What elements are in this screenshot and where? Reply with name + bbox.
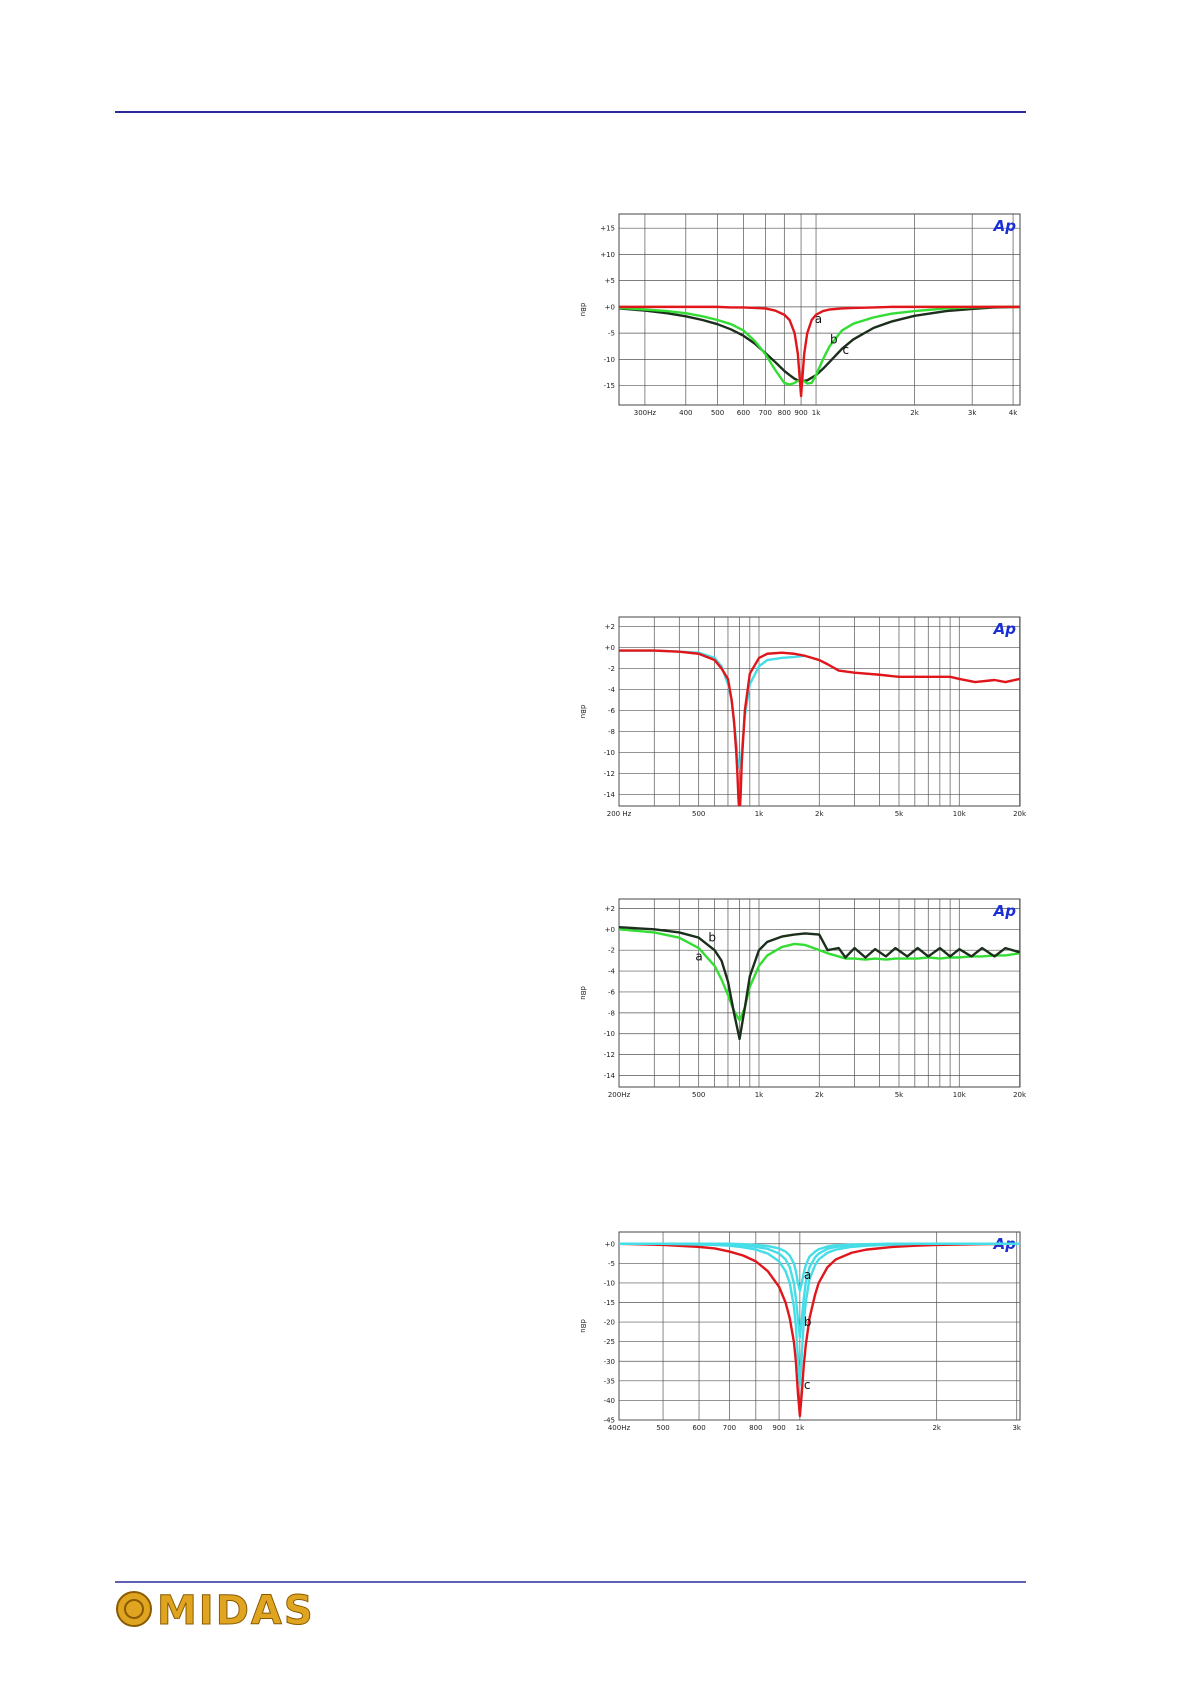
x-tick-label: 3k: [968, 409, 977, 417]
x-tick-label: 700: [759, 409, 772, 417]
brand-name: MIDAS: [157, 1588, 315, 1634]
annotation: b: [804, 1315, 812, 1329]
y-tick-label: +0: [605, 926, 615, 934]
badge: Ap: [993, 620, 1017, 638]
x-tick-label: 5k: [895, 1091, 904, 1099]
y-axis-label: dBu: [579, 986, 587, 1000]
x-tick-label: 1k: [812, 409, 821, 417]
y-tick-label: -10: [604, 1030, 615, 1038]
y-tick-label: -10: [604, 749, 615, 757]
y-tick-label: -10: [604, 1279, 615, 1287]
y-tick-label: -15: [604, 382, 615, 390]
y-tick-label: -40: [604, 1397, 615, 1405]
y-tick-label: +0: [605, 644, 615, 652]
y-tick-label: -14: [604, 1072, 616, 1080]
y-tick-label: -15: [604, 1299, 615, 1307]
x-tick-label: 300Hz: [634, 409, 657, 417]
x-tick-label: 3k: [1012, 1424, 1021, 1432]
annotation: b: [708, 931, 716, 945]
y-tick-label: -6: [608, 988, 616, 996]
series-line: [619, 1242, 1020, 1418]
y-tick-label: -20: [604, 1319, 615, 1327]
x-tick-label: 500: [692, 1091, 705, 1099]
x-tick-label: 200 Hz: [607, 810, 632, 818]
y-tick-label: +0: [605, 1240, 615, 1248]
series-line: [619, 649, 1020, 806]
y-tick-label: +2: [605, 905, 615, 913]
badge: Ap: [993, 902, 1017, 920]
x-tick-label: 2k: [932, 1424, 941, 1432]
x-tick-label: 900: [772, 1424, 785, 1432]
y-tick-label: -2: [608, 665, 615, 673]
y-tick-label: -35: [604, 1377, 615, 1385]
x-tick-label: 400: [679, 409, 692, 417]
x-tick-label: 500: [656, 1424, 669, 1432]
y-tick-label: +0: [605, 303, 615, 311]
x-tick-label: 400Hz: [608, 1424, 631, 1432]
annotation: a: [695, 949, 702, 963]
x-tick-label: 1k: [796, 1424, 805, 1432]
series-line: [619, 926, 1020, 1041]
chart: +15 +10 +5 +0 -5 -10 -15 300Hz 400 500 600 700 800 90…: [579, 213, 1021, 417]
y-tick-label: +5: [605, 277, 615, 285]
annotation: a: [815, 312, 822, 326]
y-tick-label: -5: [608, 330, 615, 338]
y-tick-label: +10: [600, 251, 615, 259]
y-tick-label: -8: [608, 1009, 615, 1017]
y-tick-label: -6: [608, 707, 616, 715]
x-tick-label: 2k: [815, 810, 824, 818]
series-line: [619, 1242, 1020, 1292]
chart: +2 +0 -2 -4 -6 -8 -10 -12 -14 200Hz 500 1k 2k 5k 10k 20…: [579, 898, 1027, 1099]
x-tick-label: 200Hz: [608, 1091, 631, 1099]
x-tick-label: 700: [723, 1424, 736, 1432]
x-tick-label: 20k: [1013, 810, 1027, 818]
x-tick-label: 20k: [1013, 1091, 1027, 1099]
series-line: [619, 928, 1020, 1022]
x-tick-label: 2k: [910, 409, 919, 417]
y-axis-label: dBu: [579, 303, 587, 317]
x-tick-label: 5k: [895, 810, 904, 818]
chart: +2 +0 -2 -4 -6 -8 -10 -12 -14 200 Hz 500 1k 2k 5k 10k 2…: [579, 616, 1027, 818]
x-tick-label: 900: [794, 409, 807, 417]
y-tick-label: -4: [608, 686, 616, 694]
x-tick-label: 2k: [815, 1091, 824, 1099]
x-tick-label: 800: [749, 1424, 762, 1432]
y-tick-label: -8: [608, 728, 615, 736]
x-tick-label: 800: [778, 409, 791, 417]
y-tick-label: -2: [608, 947, 615, 955]
y-tick-label: -45: [604, 1417, 615, 1425]
x-tick-label: 600: [737, 409, 750, 417]
x-tick-label: 500: [711, 409, 724, 417]
annotation: c: [804, 1378, 811, 1392]
y-tick-label: -12: [604, 1051, 615, 1059]
annotation: c: [843, 343, 850, 357]
series-line: [619, 305, 1020, 398]
annotation: b: [830, 332, 838, 346]
x-tick-label: 4k: [1009, 409, 1018, 417]
y-axis-label: dBu: [579, 705, 587, 719]
y-tick-label: -4: [608, 968, 616, 976]
x-tick-label: 10k: [953, 810, 967, 818]
x-tick-label: 10k: [953, 1091, 967, 1099]
y-tick-label: -5: [608, 1260, 615, 1268]
x-tick-label: 500: [692, 810, 705, 818]
y-tick-label: -12: [604, 770, 615, 778]
y-tick-label: -25: [604, 1338, 615, 1346]
badge: Ap: [993, 217, 1017, 235]
y-tick-label: +15: [600, 225, 615, 233]
brand-logo: MIDAS: [116, 1588, 315, 1635]
x-tick-label: 600: [692, 1424, 705, 1432]
y-tick-label: +2: [605, 623, 615, 631]
x-tick-label: 1k: [755, 810, 764, 818]
y-tick-label: -14: [604, 791, 616, 799]
annotation: a: [804, 1268, 811, 1282]
x-tick-label: 1k: [755, 1091, 764, 1099]
y-tick-label: -10: [604, 356, 615, 364]
y-tick-label: -30: [604, 1358, 615, 1366]
y-axis-label: dBu: [579, 1319, 587, 1333]
